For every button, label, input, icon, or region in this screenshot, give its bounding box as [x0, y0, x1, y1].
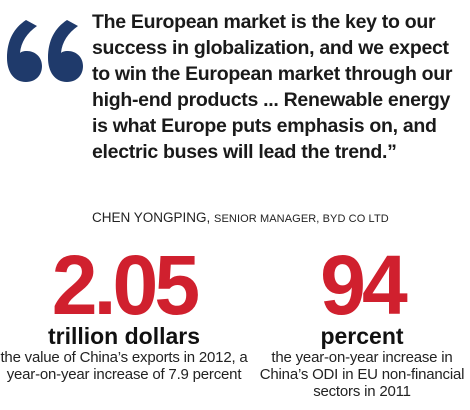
stat-unit: percent — [320, 323, 404, 349]
attribution: CHEN YONGPING, SENIOR MANAGER, BYD CO LT… — [92, 210, 464, 225]
attribution-title: SENIOR MANAGER, BYD CO LTD — [214, 213, 389, 225]
stat-number: 2.05 — [51, 238, 200, 332]
quotation-mark-icon — [7, 20, 83, 82]
stat-unit: trillion dollars — [47, 323, 201, 349]
stat-odi: 94 percent the year-on-year increase in … — [254, 238, 470, 400]
stat-number: 94 — [320, 238, 408, 332]
stat-exports: 2.05 trillion dollars the value of China… — [0, 238, 248, 383]
quote-text: The European market is the key to our su… — [92, 11, 453, 163]
stat-description: the year-on-year increase in China’s ODI… — [259, 349, 465, 400]
stat-description: the value of China’s exports in 2012, a … — [0, 349, 248, 383]
attribution-name: CHEN YONGPING, — [92, 210, 211, 225]
